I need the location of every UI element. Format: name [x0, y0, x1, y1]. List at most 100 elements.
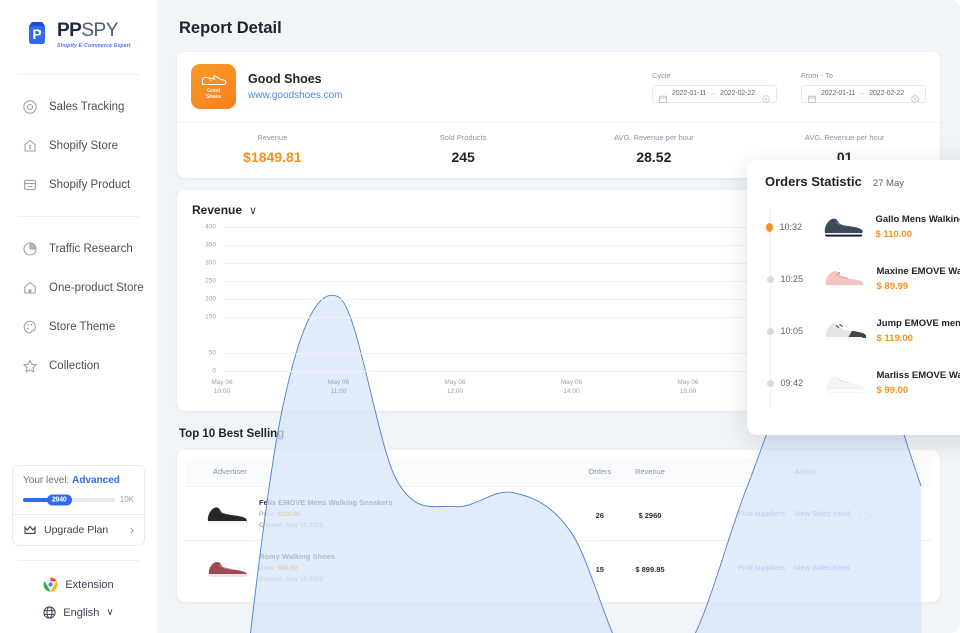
target-icon: [22, 99, 38, 115]
calendar-icon: [808, 90, 816, 103]
order-time: 10:32: [779, 222, 803, 232]
clear-icon[interactable]: [911, 90, 919, 103]
globe-icon: [43, 606, 56, 619]
grid-line: 150: [205, 314, 921, 321]
y-axis-tick-label: 200: [205, 295, 216, 303]
store-info: Good Shoes www.goodshoes.com: [248, 72, 343, 101]
sidebar-item-one-product-store[interactable]: One-product Store: [0, 268, 157, 307]
order-time: 10:25: [780, 274, 804, 284]
cycle-label: Cycle: [651, 70, 671, 80]
level-track[interactable]: 2940: [23, 494, 115, 505]
order-info: Jump EMOVE mens walking s… $ 119.00: [877, 318, 960, 344]
grid-line: 350: [205, 242, 921, 249]
cycle-to: 2022-02-22: [720, 90, 755, 97]
sidebar-item-label: Store Theme: [49, 320, 116, 333]
extension-button[interactable]: Extension: [12, 577, 145, 592]
level-card: Your level: Advanced 2940 10K: [12, 465, 145, 546]
revenue-chart-title: Revenue: [192, 203, 243, 217]
sidebar-item-collection[interactable]: Collection: [0, 346, 157, 385]
stat-revenue: Revenue $1849.81: [177, 133, 368, 165]
revenue-chart-header[interactable]: Revenue ∨: [192, 203, 925, 217]
y-axis-tick-label: 150: [205, 313, 216, 321]
list-item[interactable]: 10:25 Maxine EMOVE Walking $ 89.99: [765, 253, 960, 305]
chart-area-fill: [250, 295, 921, 633]
sidebar-item-store-theme[interactable]: Store Theme: [0, 307, 157, 346]
palette-icon: [22, 319, 38, 335]
grid-line: 0: [212, 368, 921, 375]
clear-icon[interactable]: [762, 90, 770, 103]
grid-line: 200: [205, 296, 921, 303]
upgrade-plan-button[interactable]: Upgrade Plan ›: [13, 515, 144, 545]
summary-header: Good Shoes Good Shoes www.goodshoes.com …: [177, 52, 940, 123]
sidebar-item-traffic-research[interactable]: Traffic Research: [0, 229, 157, 268]
store-summary-card: Good Shoes Good Shoes www.goodshoes.com …: [177, 52, 940, 178]
sidebar-item-sales-tracking[interactable]: Sales Tracking: [0, 87, 157, 126]
range-dash: –: [860, 90, 865, 97]
order-info: Gallo Mens Walking Sneakers… $ 110.00: [876, 214, 960, 240]
sidebar: P PPSPY Shopify E-Commerce Expert Sales …: [0, 0, 157, 633]
order-name: Marliss EMOVE Walking: [876, 370, 960, 381]
sidebar-item-label: Shopify Store: [49, 139, 119, 152]
logo-main-bold: PP: [57, 20, 82, 41]
cell-orders: 26: [578, 486, 622, 541]
cycle-date-input[interactable]: 2022-01-11 – 2022-02-22: [651, 84, 777, 103]
language-selector[interactable]: English ∨: [12, 606, 145, 619]
timeline-line: [770, 209, 771, 409]
order-price: $ 99.00: [876, 385, 909, 396]
stat-value: 28.52: [636, 149, 672, 165]
cycle-from: 2022-01-11: [671, 90, 707, 97]
store-url-link[interactable]: www.goodshoes.com: [248, 90, 343, 101]
orders-panel-date: 27 May: [872, 178, 904, 189]
from-to-date-input[interactable]: 2022-01-11 – 2022-02-22: [800, 84, 926, 103]
nav-group-primary: Sales Tracking Shopify Store: [0, 87, 157, 204]
timeline-dot: [766, 379, 774, 387]
order-info: Marliss EMOVE Walking $ 99.00: [877, 370, 960, 396]
calendar-icon: [659, 90, 667, 103]
cell-revenue: $ 899.85: [622, 541, 679, 595]
orders-timeline: 10:32 Gallo Mens Walking Sneakers… $ 110…: [765, 201, 960, 409]
stat-avg-revenue-per-hour-1: AVG. Revenue per hour 28.52: [559, 133, 750, 165]
product-thumbnail-black-sneaker: [205, 499, 249, 529]
list-item[interactable]: 10:32 Gallo Mens Walking Sneakers… $ 110…: [765, 201, 960, 253]
range-from: 2022-01-11: [820, 90, 856, 97]
sidebar-footer: Your level: Advanced 2940 10K: [0, 465, 157, 633]
stat-label: Revenue: [257, 133, 288, 142]
x-axis-tick-label: May 06 10:00: [211, 379, 233, 395]
product-box-icon: [22, 177, 38, 193]
sidebar-item-shopify-product[interactable]: Shopify Product: [0, 165, 157, 204]
chrome-icon: [43, 577, 58, 592]
sidebar-item-label: Shopify Product: [49, 178, 131, 191]
level-progress[interactable]: 2940 10K: [23, 494, 134, 505]
stat-label: AVG. Revenue per hour: [804, 133, 885, 142]
product-thumbnail-red-sneaker: [205, 553, 249, 583]
sidebar-item-label: One-product Store: [49, 281, 144, 294]
orders-panel-header: Orders Statistic 27 May: [765, 174, 960, 189]
chevron-right-icon: ›: [130, 523, 134, 537]
sidebar-item-shopify-store[interactable]: Shopify Store: [0, 126, 157, 165]
cycle-filter: Cycle 2022-01-11 – 2022-02-22: [651, 70, 777, 103]
logo[interactable]: P PPSPY Shopify E-Commerce Expert: [0, 0, 157, 62]
list-item[interactable]: 09:42 Marliss EMOVE Walking $ 99.00: [765, 357, 960, 409]
level-fill: [23, 497, 58, 502]
level-prefix: Your level:: [23, 475, 70, 486]
logo-main-light: SPY: [81, 20, 118, 41]
grid-line: 300: [205, 260, 921, 267]
x-axis-tick-label: May 06 12:00: [444, 379, 466, 395]
chevron-down-icon: ∨: [106, 607, 114, 618]
logo-tagline: Shopify E-Commerce Expert: [57, 43, 131, 49]
stat-sold-products: Sold Products 245: [368, 133, 559, 165]
crown-icon: [23, 523, 37, 537]
pie-chart-icon: [22, 241, 38, 257]
divider-top: [18, 74, 139, 75]
order-time: 10:05: [780, 326, 804, 336]
order-thumbnail-pink-sneaker: [822, 262, 866, 296]
level-separator: [13, 514, 144, 515]
extension-label: Extension: [65, 578, 114, 591]
logo-text: PPSPY Shopify E-Commerce Expert: [57, 18, 131, 49]
divider-bottom: [18, 560, 139, 561]
chevron-down-icon[interactable]: ∨: [249, 204, 258, 217]
orders-value: 15: [595, 564, 604, 574]
list-item[interactable]: 10:05 Jump EMOVE mens walking s… $ 119.0…: [765, 305, 960, 357]
from-to-filter: From - To 2022-01-11 – 2022-02-22: [800, 71, 926, 103]
store-dollar-icon: [22, 138, 38, 154]
